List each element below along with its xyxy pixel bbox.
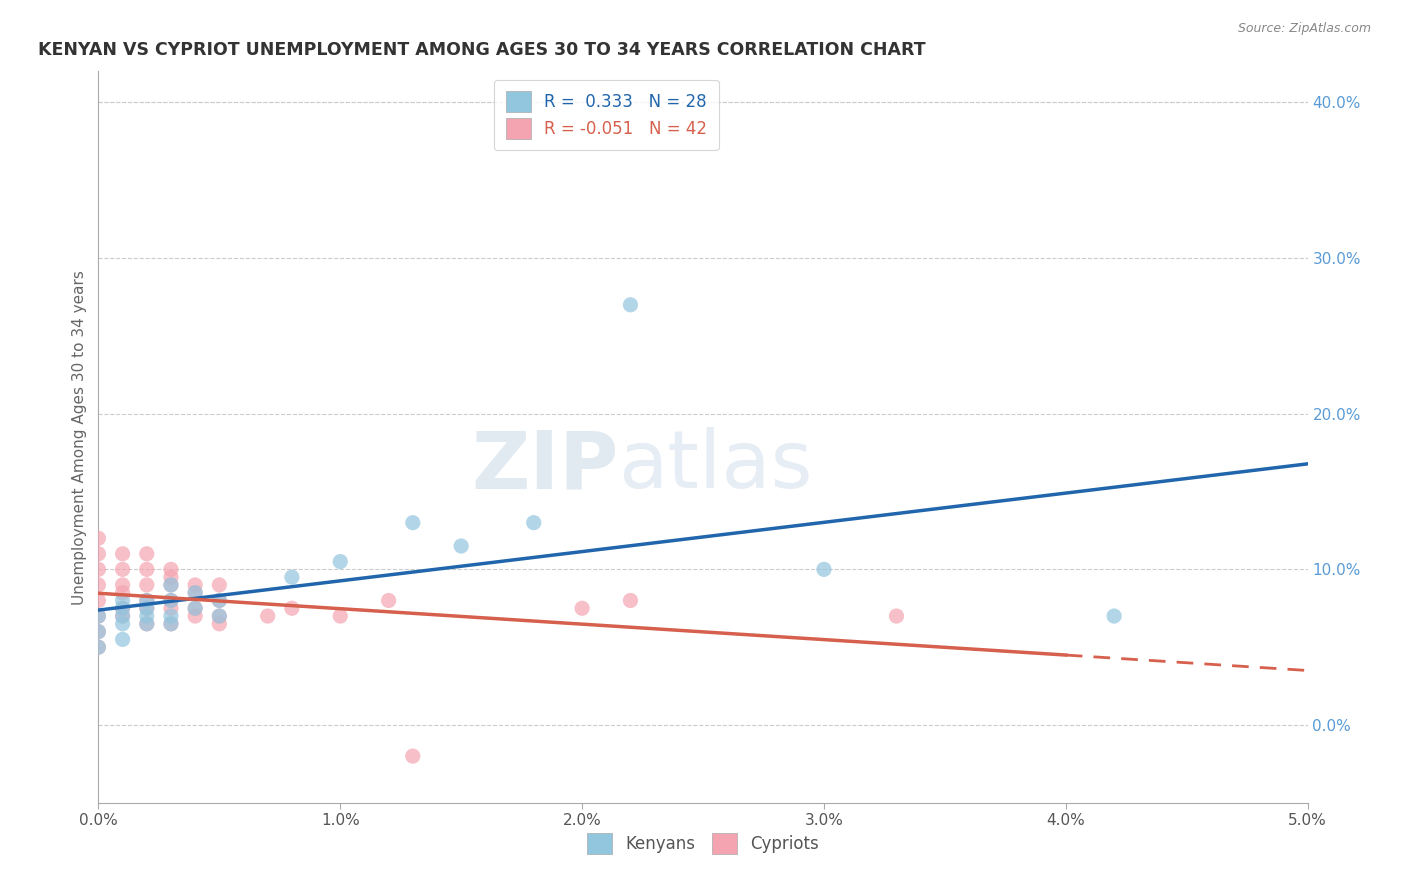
Point (135, 562, 157, 576)
Point (402, 749, 425, 764)
Y-axis label: Unemployment Among Ages 30 to 34 years: Unemployment Among Ages 30 to 34 years (72, 269, 87, 605)
Point (87, 640, 110, 655)
Point (208, 609, 231, 624)
Point (135, 601, 157, 615)
Text: atlas: atlas (619, 427, 813, 506)
Point (160, 609, 183, 624)
Point (111, 601, 134, 615)
Point (87, 609, 110, 624)
Point (135, 601, 157, 615)
Point (329, 609, 352, 624)
Point (377, 593, 399, 607)
Point (135, 593, 157, 607)
Point (160, 593, 183, 607)
Point (87, 593, 110, 607)
Point (111, 547, 134, 561)
Point (160, 593, 183, 607)
Point (111, 632, 134, 647)
Point (184, 585, 207, 599)
Point (208, 578, 231, 592)
Point (135, 593, 157, 607)
Point (208, 593, 231, 607)
Point (111, 601, 134, 615)
Point (886, 609, 908, 624)
Text: Source: ZipAtlas.com: Source: ZipAtlas.com (1237, 22, 1371, 36)
Point (135, 616, 157, 631)
Point (87, 609, 110, 624)
Point (450, 539, 472, 553)
Point (87, 624, 110, 639)
Point (160, 562, 183, 576)
Point (160, 616, 183, 631)
Point (111, 585, 134, 599)
Legend: Kenyans, Cypriots: Kenyans, Cypriots (581, 827, 825, 860)
Point (111, 609, 134, 624)
Point (1102, 609, 1125, 624)
Point (135, 609, 157, 624)
Point (87, 562, 110, 576)
Point (111, 578, 134, 592)
Point (256, 609, 278, 624)
Point (160, 578, 183, 592)
Text: KENYAN VS CYPRIOT UNEMPLOYMENT AMONG AGES 30 TO 34 YEARS CORRELATION CHART: KENYAN VS CYPRIOT UNEMPLOYMENT AMONG AGE… (38, 41, 925, 59)
Point (402, 516, 425, 530)
Point (208, 609, 231, 624)
Point (619, 593, 641, 607)
Point (329, 555, 352, 569)
Point (111, 593, 134, 607)
Point (87, 578, 110, 592)
Point (111, 609, 134, 624)
Point (135, 547, 157, 561)
Point (813, 562, 835, 576)
Point (87, 640, 110, 655)
Point (160, 578, 183, 592)
Point (619, 298, 641, 312)
Point (135, 578, 157, 592)
Point (184, 578, 207, 592)
Point (281, 570, 304, 584)
Text: ZIP: ZIP (471, 427, 619, 506)
Point (281, 601, 304, 615)
Point (160, 601, 183, 615)
Point (523, 516, 546, 530)
Point (111, 616, 134, 631)
Point (208, 616, 231, 631)
Point (184, 601, 207, 615)
Point (184, 585, 207, 599)
Point (160, 570, 183, 584)
Point (87, 547, 110, 561)
Point (87, 624, 110, 639)
Point (87, 531, 110, 545)
Point (571, 601, 593, 615)
Point (160, 616, 183, 631)
Point (111, 562, 134, 576)
Point (184, 609, 207, 624)
Point (135, 616, 157, 631)
Point (184, 601, 207, 615)
Point (208, 593, 231, 607)
